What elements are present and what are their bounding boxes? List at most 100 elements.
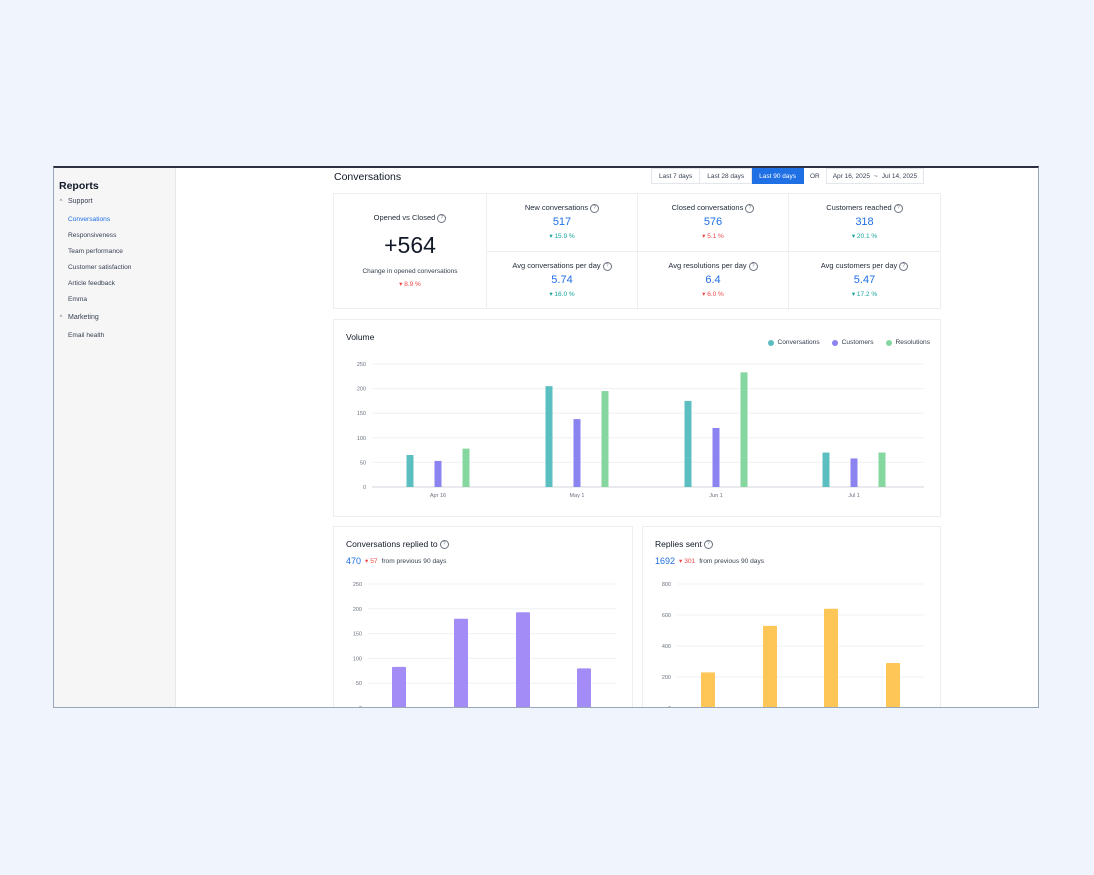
legend-item-conversations[interactable]: Conversations: [767, 339, 820, 346]
replied-bar: [454, 618, 468, 707]
kpi-change-value: 5.1 %: [707, 233, 724, 240]
kpi-label: New conversations?: [487, 203, 637, 213]
legend-label: Resolutions: [895, 339, 930, 346]
kpi-change: ▾ 20.1 %: [851, 233, 878, 240]
sidebar-item-customer-satisfaction[interactable]: Customer satisfaction: [68, 264, 132, 271]
replies-sent-y-tick-label: 0: [668, 706, 671, 708]
sidebar-item-team-performance[interactable]: Team performance: [68, 248, 123, 255]
kpi-avg-resolutions: Avg resolutions per day? 6.4 ▾ 6.0 %: [638, 252, 789, 310]
date-end: Jul 14, 2025: [881, 172, 918, 180]
replied-y-tick-label: 100: [353, 656, 362, 662]
help-icon[interactable]: ?: [437, 213, 447, 223]
replies-sent-card: Replies sent? 1692 ▾ 301 from previous 9…: [642, 526, 941, 708]
kpi-label: Opened vs Closed?: [334, 213, 486, 223]
range-last-28-days-button[interactable]: Last 28 days: [700, 168, 753, 184]
volume-bar-resolutions: [878, 452, 886, 487]
legend-item-resolutions[interactable]: Resolutions: [885, 339, 930, 346]
volume-y-tick-label: 100: [357, 436, 366, 442]
kpi-sub: Change in opened conversations: [362, 268, 458, 275]
replies-sent-chart: 0 200 400 600 800: [662, 582, 924, 708]
kpi-avg-customers: Avg customers per day? 5.47 ▾ 17.2 %: [789, 252, 940, 310]
replies-sent-bar: [824, 608, 838, 707]
legend-label: Customers: [841, 339, 874, 346]
sidebar-section-marketing[interactable]: ^ Marketing: [58, 314, 99, 321]
volume-bar-resolutions: [462, 448, 470, 487]
help-icon[interactable]: ?: [745, 203, 755, 213]
replies-sent-bar: [886, 663, 900, 707]
volume-y-tick-label: 0: [363, 485, 366, 491]
volume-bar-resolutions: [601, 391, 609, 487]
help-icon[interactable]: ?: [602, 261, 612, 271]
kpi-label: Avg customers per day?: [789, 261, 940, 271]
help-icon[interactable]: ?: [899, 261, 909, 271]
kpi-change-value: 20.1 %: [856, 233, 878, 240]
volume-y-tick-label: 250: [357, 362, 366, 368]
replied-summary: 470 ▾ 57 from previous 90 days: [346, 556, 446, 566]
volume-bar-customers: [712, 427, 720, 487]
range-last-90-days-button[interactable]: Last 90 days: [752, 168, 804, 184]
kpi-change-value: 6.0 %: [707, 291, 724, 298]
help-icon[interactable]: ?: [748, 261, 758, 271]
kpi-change-value: 15.9 %: [554, 233, 575, 240]
replied-y-tick-label: 50: [356, 681, 362, 687]
kpi-value: +564: [384, 232, 436, 258]
volume-bar-conversations: [545, 386, 553, 487]
kpi-change: ▾ 17.2 %: [851, 291, 878, 298]
date-range-picker[interactable]: Apr 16, 2025 ~ Jul 14, 2025: [825, 168, 925, 184]
replies-sent-title-text: Replies sent: [655, 539, 702, 549]
volume-y-tick-label: 50: [360, 460, 366, 466]
kpi-label-text: Avg resolutions per day: [668, 261, 747, 270]
help-icon[interactable]: ?: [439, 540, 449, 550]
replied-card: Conversations replied to? 470 ▾ 57 from …: [333, 526, 633, 708]
kpi-label-text: Avg customers per day: [820, 261, 898, 270]
volume-bar-customers: [850, 458, 858, 487]
volume-card: Volume Conversations Customers Resolutio…: [333, 319, 941, 517]
replied-delta-text: from previous 90 days: [381, 557, 447, 565]
kpi-panel: Opened vs Closed? +564 Change in opened …: [333, 193, 941, 310]
volume-bar-customers: [573, 419, 581, 487]
kpi-value: 576: [703, 216, 723, 228]
range-or-label: OR: [809, 172, 820, 180]
legend-dot: [885, 339, 892, 346]
replied-total: 470: [346, 556, 362, 566]
replies-sent-delta: ▾ 301: [679, 558, 696, 565]
replied-delta: ▾ 57: [365, 558, 378, 565]
kpi-label: Avg resolutions per day?: [638, 261, 788, 271]
replies-sent-bar: [763, 625, 777, 707]
kpi-opened-vs-closed: Opened vs Closed? +564 Change in opened …: [334, 194, 487, 308]
kpi-label-text: Closed conversations: [671, 203, 744, 212]
date-separator: ~: [873, 172, 878, 180]
kpi-change: ▾ 15.9 %: [549, 233, 575, 240]
help-icon[interactable]: ?: [703, 540, 713, 550]
volume-legend: Conversations Customers Resolutions: [767, 339, 930, 346]
volume-y-tick-label: 150: [357, 411, 366, 417]
sidebar-item-responsiveness[interactable]: Responsiveness: [68, 232, 117, 239]
range-last-7-days-button[interactable]: Last 7 days: [651, 168, 701, 184]
volume-bar-resolutions: [740, 372, 748, 487]
help-icon[interactable]: ?: [590, 203, 600, 213]
kpi-change-value: 8.9 %: [404, 281, 421, 288]
sidebar-section-support[interactable]: ^ Support: [58, 198, 93, 205]
kpi-change: ▾ 16.0 %: [549, 291, 575, 298]
chevron-up-icon: ^: [59, 198, 63, 205]
sidebar-item-article-feedback[interactable]: Article feedback: [68, 280, 115, 287]
page-title: Conversations: [334, 171, 402, 183]
volume-title: Volume: [346, 332, 375, 342]
kpi-closed-conversations: Closed conversations? 576 ▾ 5.1 %: [638, 194, 789, 252]
kpi-customers-reached: Customers reached? 318 ▾ 20.1 %: [789, 194, 940, 252]
sidebar-item-emma[interactable]: Emma: [68, 296, 88, 303]
replies-sent-y-tick-label: 600: [662, 613, 671, 619]
sidebar-item-email-health[interactable]: Email health: [68, 332, 105, 339]
legend-item-customers[interactable]: Customers: [831, 339, 874, 346]
kpi-label: Closed conversations?: [638, 203, 788, 213]
kpi-value: 6.4: [705, 274, 721, 286]
sidebar-item-conversations[interactable]: Conversations: [68, 216, 111, 223]
main-content: Conversations Last 7 days Last 28 days L…: [176, 168, 1038, 707]
replied-chart: 0 50 100 150 200 250: [353, 582, 616, 708]
replied-delta-value: 57: [370, 558, 378, 565]
help-icon[interactable]: ?: [893, 203, 903, 213]
kpi-label-text: Opened vs Closed: [373, 213, 436, 222]
replied-y-tick-label: 0: [359, 706, 362, 708]
kpi-value: 318: [855, 216, 874, 228]
date-range-selector: Last 7 days Last 28 days Last 90 days OR…: [651, 168, 925, 184]
